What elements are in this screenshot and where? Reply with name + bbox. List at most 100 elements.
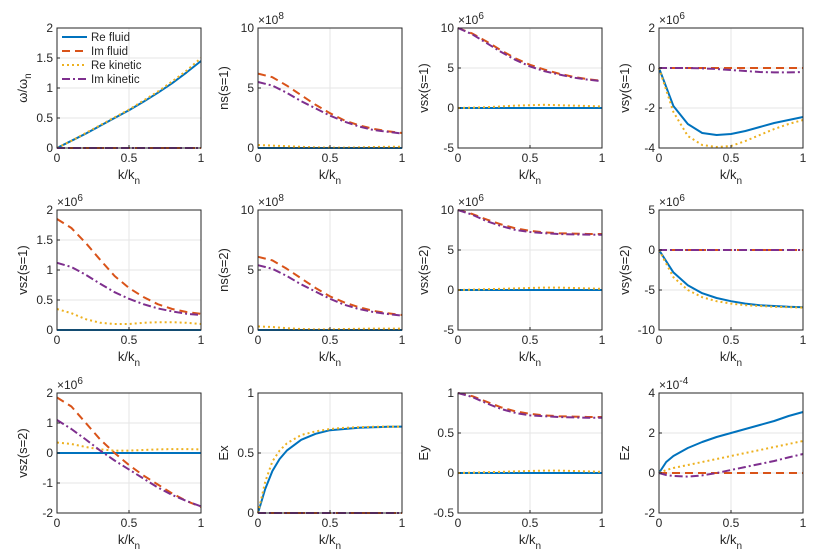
y-tick-label: 1.5 — [36, 233, 53, 247]
x-tick-label: 0.5 — [723, 333, 740, 347]
x-axis-label: k/kn — [720, 349, 742, 369]
y-exponent-label: ×10-4 — [659, 376, 689, 392]
x-tick-label: 0 — [54, 151, 61, 165]
x-axis-label: k/kn — [720, 532, 742, 552]
series-line-re-kinetic — [457, 103, 603, 109]
legend-label: Re fluid — [91, 32, 130, 44]
y-tick-label: 10 — [241, 21, 255, 35]
x-tick-label: 0.5 — [522, 333, 539, 347]
x-tick-label: 0 — [54, 333, 61, 347]
x-tick-label: 0 — [656, 151, 663, 165]
x-axis-label: k/kn — [118, 349, 140, 369]
y-tick-label: 0 — [46, 323, 53, 337]
legend: Re fluid Im fluid Re kinetic Im kinetic — [62, 32, 142, 86]
y-axis-label: vsz(s=1) — [15, 245, 30, 294]
series-line-im-fluid — [56, 396, 202, 508]
series-line-im-kinetic — [257, 81, 403, 135]
x-axis-label: k/kn — [519, 532, 541, 552]
x-tick-label: 0.5 — [322, 333, 339, 347]
legend-label: Re kinetic — [91, 60, 142, 72]
series-line-im-kinetic — [658, 453, 804, 478]
series-line-re-fluid — [658, 411, 804, 474]
x-tick-label: 0.5 — [522, 151, 539, 165]
series-line-re-kinetic — [56, 308, 202, 325]
y-tick-label: 1.5 — [36, 51, 53, 65]
y-tick-label: -2 — [42, 506, 53, 520]
x-tick-label: 1 — [198, 151, 205, 165]
x-tick-label: 0 — [656, 333, 663, 347]
x-axis-label: k/kn — [118, 167, 140, 187]
x-tick-label: 1 — [399, 516, 406, 530]
y-tick-label: 5 — [447, 243, 454, 257]
y-tick-label: 2 — [648, 21, 655, 35]
y-exponent-label: ×106 — [458, 11, 484, 27]
x-axis-label: k/kn — [118, 532, 140, 552]
series-line-re-kinetic — [257, 325, 402, 331]
y-tick-label: -5 — [443, 323, 454, 337]
y-exponent-label: ×108 — [258, 193, 284, 209]
y-axis-label: ω/ωn — [15, 73, 34, 102]
x-tick-label: 0 — [255, 516, 262, 530]
y-tick-label: 5 — [247, 263, 254, 277]
y-tick-label: 1 — [46, 263, 53, 277]
y-tick-label: 5 — [648, 203, 655, 217]
y-tick-label: -0.5 — [433, 506, 454, 520]
y-tick-label: 0 — [648, 466, 655, 480]
y-axis-label: vsx(s=1) — [416, 63, 431, 112]
subplot-9: 0 0.5 1 -2 -1 0 1 2 ×106 k/kn vsz(s=2) — [15, 376, 205, 552]
y-exponent-label: ×108 — [258, 11, 284, 27]
series-line-re-kinetic — [658, 249, 804, 309]
x-tick-label: 1 — [198, 333, 205, 347]
series-line-re-kinetic — [56, 441, 202, 452]
x-tick-label: 0 — [455, 516, 462, 530]
y-tick-label: 1 — [46, 81, 53, 95]
series-line-im-kinetic — [457, 392, 602, 419]
series-line-re-fluid — [658, 67, 804, 136]
x-tick-label: 0 — [255, 333, 262, 347]
y-axis-label: ns(s=2) — [216, 248, 231, 292]
x-tick-label: 0 — [656, 516, 663, 530]
x-tick-label: 0.5 — [121, 151, 138, 165]
series-line-re-kinetic — [457, 469, 603, 474]
y-tick-label: -5 — [443, 141, 454, 155]
series-line-im-kinetic — [659, 67, 804, 74]
y-exponent-label: ×106 — [659, 11, 685, 27]
series-line-im-fluid — [56, 218, 202, 315]
legend-label: Im kinetic — [91, 74, 140, 86]
y-tick-label: 0 — [447, 466, 454, 480]
y-tick-label: 1 — [46, 416, 53, 430]
series-line-re-fluid — [658, 249, 804, 309]
subplot-5: 0 0.5 1 0 0.5 1 1.5 2 ×106 k/kn vsz(s=1) — [15, 193, 205, 369]
legend-label: Im fluid — [91, 46, 128, 58]
x-tick-label: 0.5 — [322, 516, 339, 530]
y-axis-label: vsy(s=2) — [617, 245, 632, 294]
series-line-im-kinetic — [257, 264, 403, 317]
y-tick-label: 0 — [247, 323, 254, 337]
y-axis-label: vsy(s=1) — [617, 63, 632, 112]
subplot-8: 0 0.5 1 -10 -5 0 5 ×106 k/kn vsy(s=2) — [617, 193, 807, 369]
y-tick-label: -1 — [42, 476, 53, 490]
x-tick-label: 0 — [455, 333, 462, 347]
x-tick-label: 1 — [198, 516, 205, 530]
y-tick-label: 2 — [46, 21, 53, 35]
x-tick-label: 1 — [800, 333, 807, 347]
y-tick-label: 0 — [46, 446, 53, 460]
y-tick-label: 5 — [247, 81, 254, 95]
y-tick-label: 0.5 — [237, 446, 254, 460]
y-tick-label: 0 — [447, 283, 454, 297]
x-tick-label: 1 — [800, 151, 807, 165]
y-tick-label: 10 — [241, 203, 255, 217]
y-axis-label: Ex — [216, 445, 231, 461]
y-tick-label: 0.5 — [437, 426, 454, 440]
y-tick-label: 0 — [447, 101, 454, 115]
y-tick-label: -4 — [644, 141, 655, 155]
series-line-re-kinetic — [257, 144, 402, 149]
y-tick-label: 10 — [441, 21, 455, 35]
y-tick-label: -2 — [644, 506, 655, 520]
x-tick-label: 0.5 — [723, 151, 740, 165]
